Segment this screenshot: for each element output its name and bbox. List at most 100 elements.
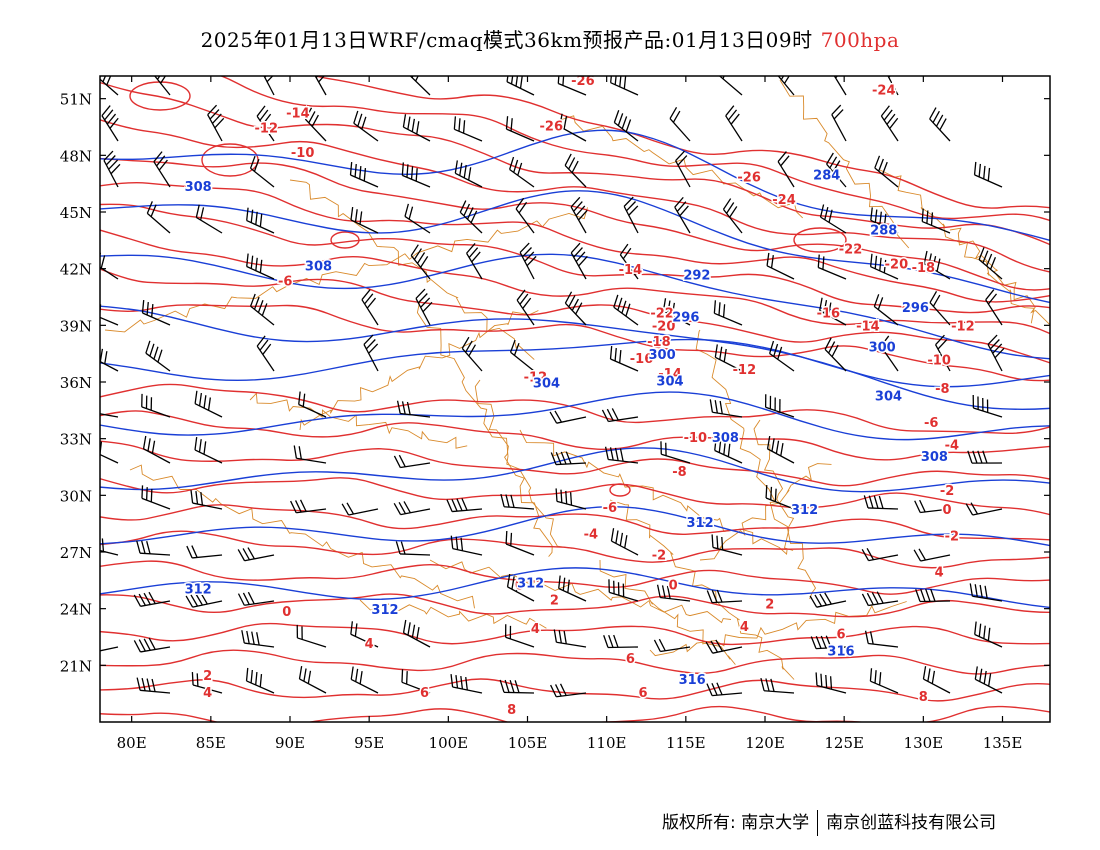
wind-barb bbox=[913, 548, 951, 562]
wind-barb bbox=[194, 390, 223, 418]
wind-barb bbox=[608, 579, 639, 602]
temperature-label: -8 bbox=[672, 465, 686, 480]
wind-barb bbox=[873, 294, 899, 326]
wind-barb bbox=[133, 637, 171, 653]
boundary-line bbox=[299, 310, 539, 431]
wind-barb bbox=[506, 573, 535, 602]
wind-barb bbox=[777, 76, 795, 96]
wind-barb bbox=[100, 304, 119, 326]
geopotential-contours bbox=[100, 129, 1050, 609]
temperature-label: -6 bbox=[924, 416, 938, 431]
wind-barb bbox=[191, 672, 223, 694]
wind-barb bbox=[714, 437, 743, 464]
temperature-label: 6 bbox=[836, 628, 845, 643]
lon-label: 110E bbox=[587, 734, 627, 752]
wind-barb bbox=[103, 150, 121, 188]
title-pressure-level: 700hpa bbox=[820, 28, 900, 52]
wind-barb bbox=[450, 674, 483, 694]
wind-barb bbox=[831, 104, 847, 142]
geopotential-label: 312 bbox=[517, 577, 544, 592]
wind-barb bbox=[714, 344, 743, 372]
lat-label: 39N bbox=[60, 317, 92, 335]
wind-barb bbox=[861, 591, 899, 607]
temperature-contour-loop bbox=[793, 227, 847, 253]
wind-barb bbox=[705, 639, 743, 654]
temperature-label: -24 bbox=[872, 84, 896, 99]
wind-barb bbox=[978, 247, 1003, 280]
boundary-lines bbox=[104, 79, 1050, 680]
wind-barb bbox=[887, 76, 899, 96]
wind-barb bbox=[505, 530, 535, 556]
wind-barb bbox=[760, 677, 795, 694]
wind-barb bbox=[861, 548, 899, 562]
wind-barb bbox=[250, 293, 275, 326]
wind-barb bbox=[100, 413, 119, 418]
geopotential-contour-line bbox=[100, 305, 1050, 410]
geopotential-label: 316 bbox=[679, 673, 706, 688]
temperature-label: 6 bbox=[639, 686, 648, 701]
wind-barb bbox=[819, 204, 847, 234]
temperature-label: -14 bbox=[619, 263, 643, 278]
geopotential-label: 308 bbox=[921, 450, 948, 465]
wind-barb bbox=[922, 666, 951, 694]
wind-barb bbox=[402, 114, 431, 142]
temperature-label: -14 bbox=[658, 367, 682, 382]
wind-barb bbox=[550, 683, 587, 698]
geopotential-label: 288 bbox=[870, 223, 897, 238]
wind-barb bbox=[304, 107, 327, 142]
temperature-label: -10 bbox=[291, 146, 315, 161]
wind-barb bbox=[461, 336, 483, 372]
wind-barb bbox=[453, 116, 483, 142]
boundary-line bbox=[609, 499, 795, 680]
wind-barb bbox=[603, 634, 639, 649]
boundary-line bbox=[359, 599, 547, 629]
geopotential-label: 312 bbox=[687, 516, 714, 531]
geopotential-contour-line bbox=[100, 338, 1050, 388]
geopotential-label: 292 bbox=[683, 269, 710, 284]
temperature-contour-line bbox=[100, 157, 1050, 291]
wind-barb bbox=[450, 535, 483, 556]
temperature-label: 0 bbox=[282, 605, 291, 620]
wind-barb bbox=[186, 545, 223, 559]
wind-barb bbox=[142, 435, 171, 464]
footer-separator bbox=[817, 810, 819, 836]
wind-barb bbox=[870, 207, 899, 234]
lon-label: 85E bbox=[196, 734, 226, 752]
wind-barb bbox=[766, 435, 795, 464]
wind-barb bbox=[141, 393, 171, 418]
lat-label: 51N bbox=[60, 91, 92, 109]
wind-barb bbox=[706, 589, 743, 604]
lat-label: 21N bbox=[60, 657, 92, 675]
boundary-line bbox=[695, 329, 794, 551]
temperature-label: -10 bbox=[684, 431, 708, 446]
wind-barb bbox=[237, 547, 275, 562]
temperature-label: -26 bbox=[571, 74, 595, 89]
lon-label: 100E bbox=[429, 734, 469, 752]
wind-barb bbox=[401, 162, 431, 188]
boundary-line bbox=[519, 429, 788, 556]
map-frame bbox=[99, 75, 1051, 723]
wind-barb bbox=[296, 624, 327, 648]
temperature-label: 2 bbox=[550, 594, 559, 609]
wind-barb bbox=[564, 291, 587, 326]
wind-barb bbox=[509, 339, 535, 372]
temperature-contour-line bbox=[100, 504, 1050, 541]
geopotential-label: 308 bbox=[185, 180, 212, 195]
boundary-line bbox=[104, 207, 588, 333]
wind-barb bbox=[923, 250, 951, 280]
wind-barb bbox=[504, 624, 535, 648]
wind-barb bbox=[454, 160, 483, 188]
boundary-line bbox=[649, 601, 907, 657]
temperature-contour-line bbox=[100, 119, 1050, 273]
wind-barb bbox=[100, 252, 119, 280]
wind-barb bbox=[290, 499, 327, 514]
lon-label: 80E bbox=[117, 734, 147, 752]
wind-barb bbox=[824, 337, 847, 372]
wind-barb bbox=[769, 340, 795, 372]
temperature-label: -12 bbox=[255, 121, 279, 136]
temperature-label: -2 bbox=[652, 548, 666, 563]
title-main: 2025年01月13日WRF/cmaq模式36km预报产品:01月13日09时 bbox=[200, 28, 813, 52]
wind-barb bbox=[766, 252, 795, 280]
wind-barb bbox=[915, 588, 951, 603]
wind-barbs bbox=[100, 76, 1005, 698]
